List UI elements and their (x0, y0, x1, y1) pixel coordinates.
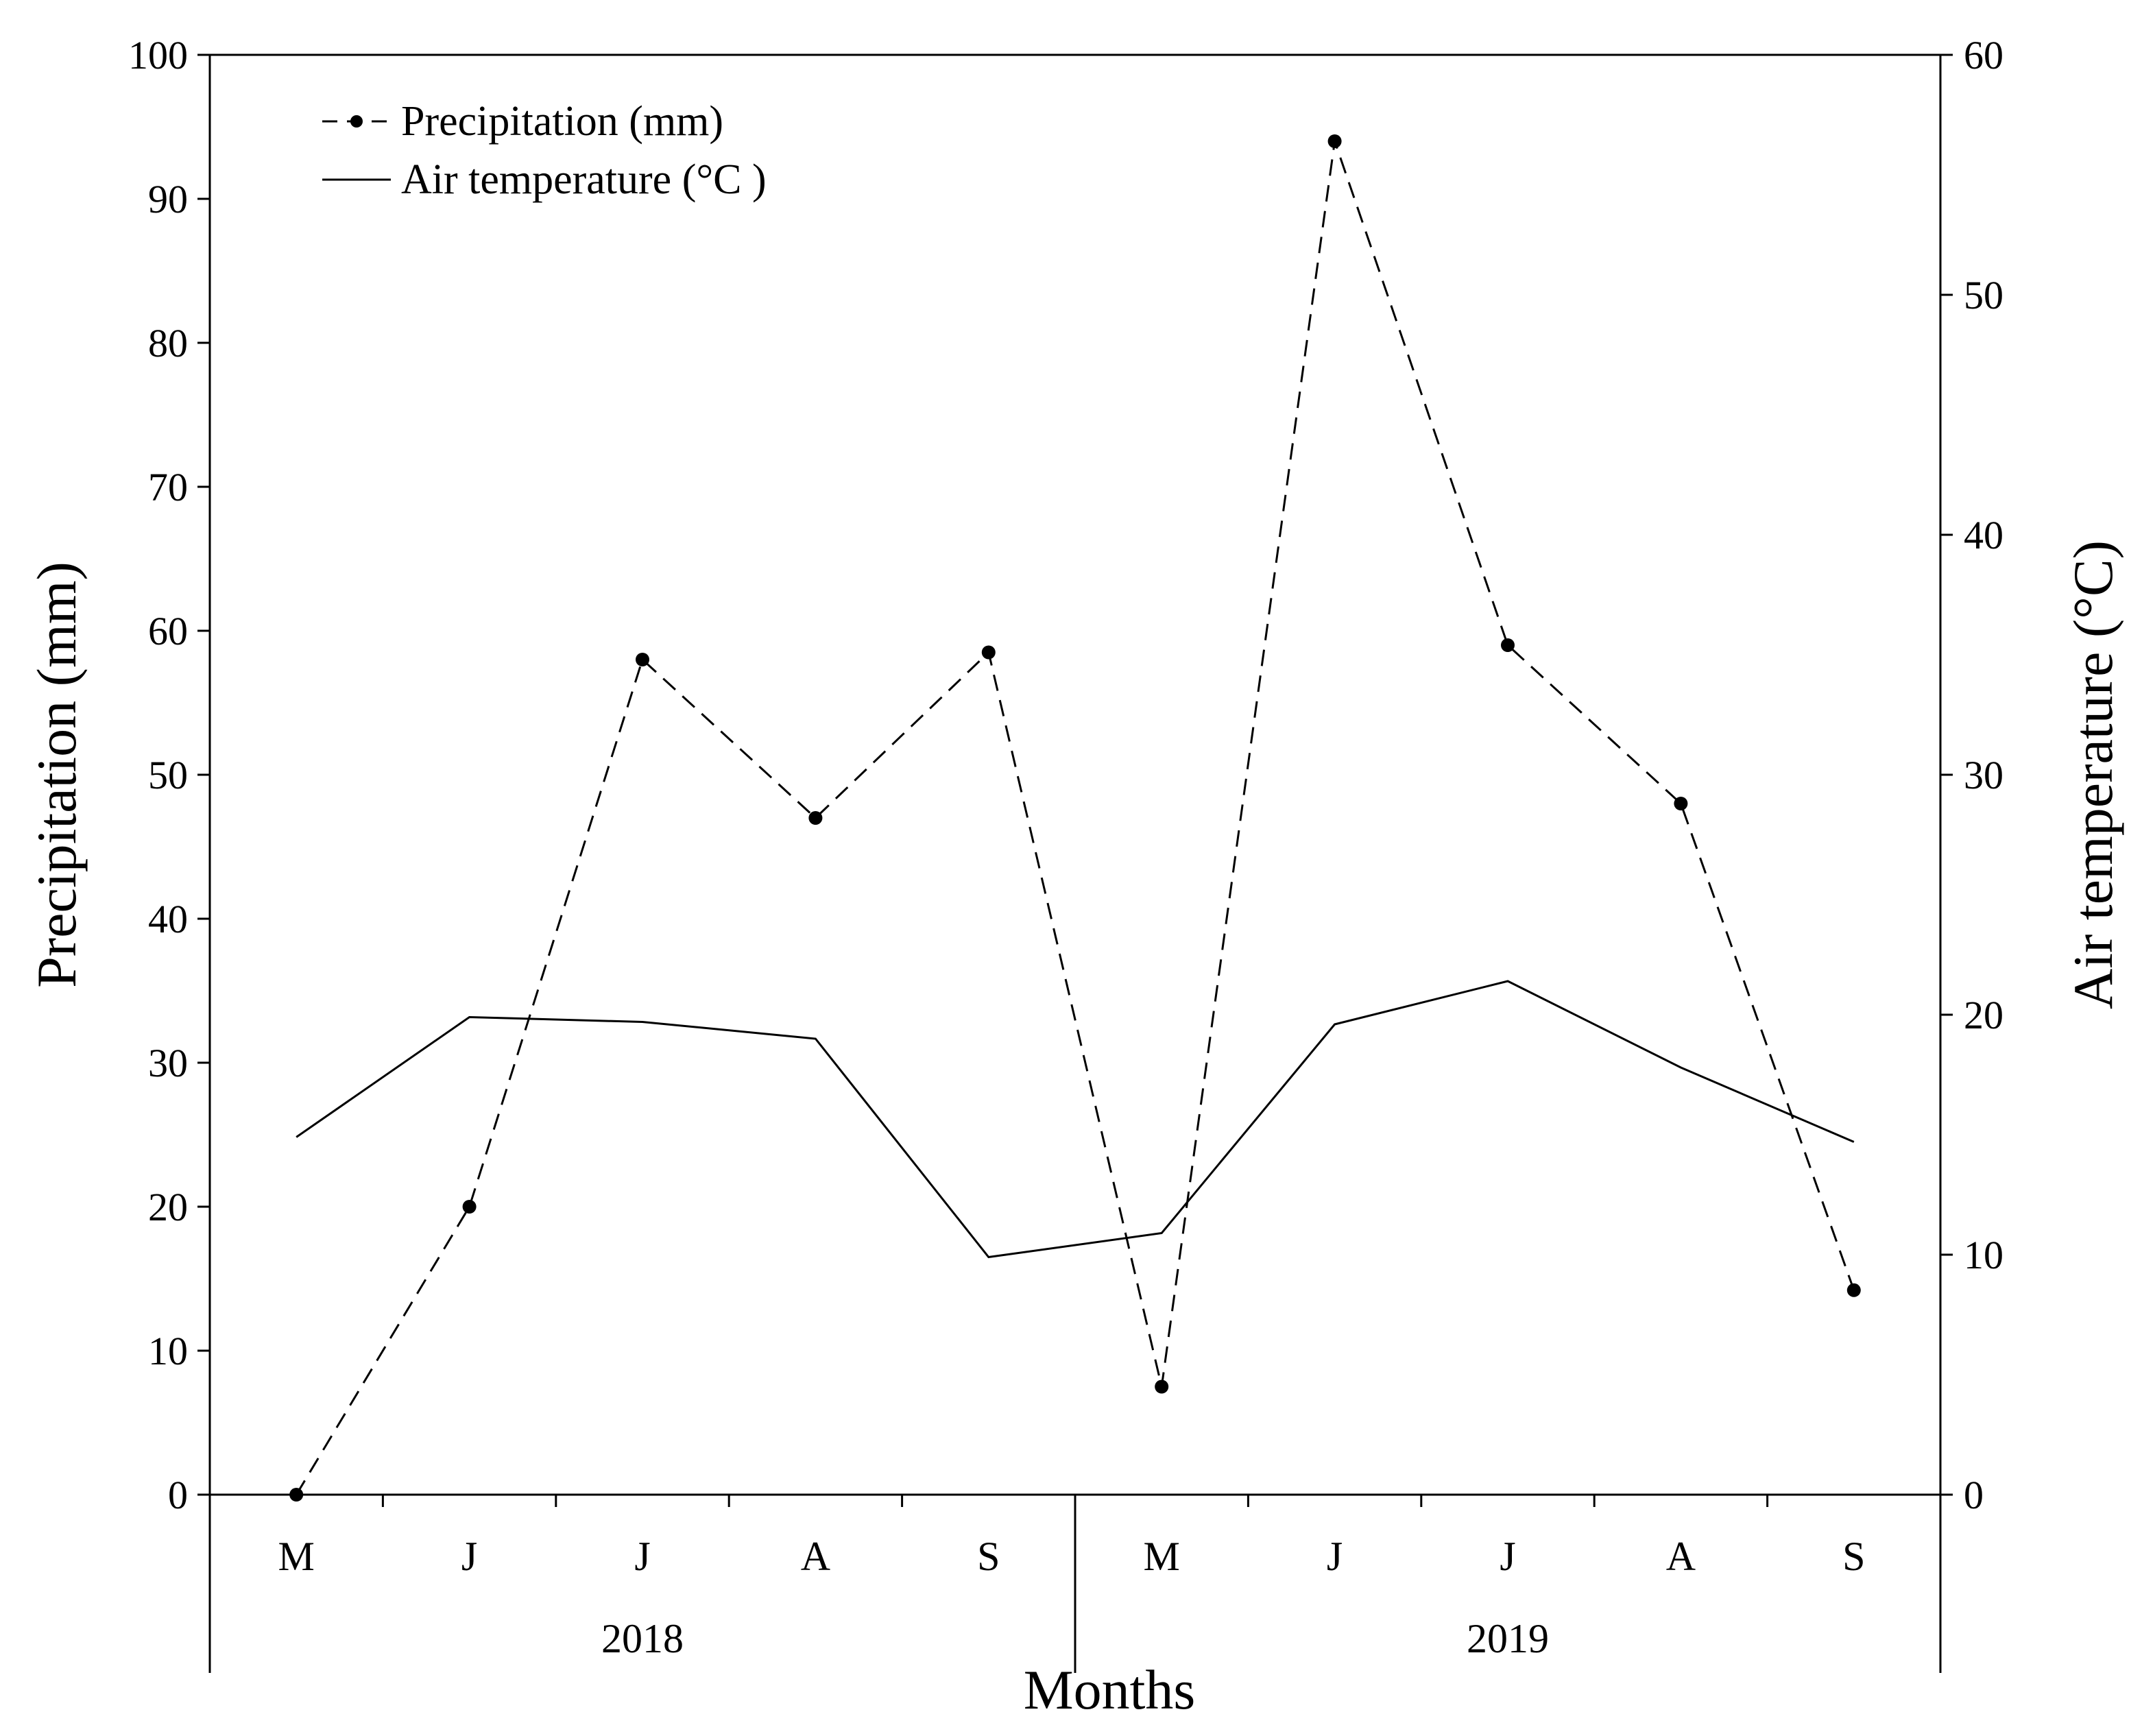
series-0-point-5 (1155, 1379, 1169, 1394)
year-label-0: 2018 (601, 1616, 684, 1661)
series-0-point-2 (636, 653, 649, 666)
x-tick-label-9: S (1842, 1534, 1865, 1579)
x-tick-label-6: J (1327, 1534, 1343, 1579)
x-tick-label-2: J (634, 1534, 650, 1579)
legend-temp-label: Air temperature (°C ) (401, 156, 767, 203)
y-tick-label-10: 100 (128, 33, 188, 77)
y2-tick-label-1: 10 (1964, 1233, 2003, 1277)
legend-precip-marker (350, 115, 363, 128)
series-0-point-7 (1501, 638, 1515, 652)
y2-tick-label-6: 60 (1964, 33, 2003, 77)
series-0-point-3 (808, 811, 823, 825)
y2-tick-label-3: 30 (1964, 753, 2003, 797)
legend-precip-label: Precipitation (mm) (401, 98, 723, 145)
series-0-point-0 (289, 1488, 304, 1502)
y-tick-label-3: 30 (148, 1041, 188, 1085)
y2-tick-label-4: 40 (1964, 513, 2003, 557)
x-tick-label-5: M (1144, 1534, 1180, 1579)
left-axis-ticks: 0 10 20 30 40 50 60 70 80 90 100 (128, 33, 210, 1517)
series-layer (289, 134, 1861, 1502)
series-line-0 (295, 141, 1855, 1495)
x-tick-label-0: M (278, 1534, 315, 1579)
y-tick-label-5: 50 (148, 753, 188, 797)
x-tick-label-7: J (1500, 1534, 1515, 1579)
y-axis-title: Precipitation (mm) (25, 562, 88, 988)
y2-tick-label-0: 0 (1964, 1473, 1984, 1517)
series-0-point-4 (981, 645, 996, 660)
series-0-point-8 (1674, 797, 1688, 810)
x-tick-label-3: A (801, 1534, 830, 1579)
x-tick-label-8: A (1666, 1534, 1696, 1579)
y-tick-label-4: 40 (148, 897, 188, 941)
y2-axis-title: Air temperature (°C) (2062, 540, 2124, 1009)
legend: Precipitation (mm) Air temperature (°C ) (322, 98, 767, 203)
x-tick-label-1: J (461, 1534, 477, 1579)
y-tick-label-8: 80 (148, 321, 188, 365)
y-tick-label-9: 90 (148, 177, 188, 221)
y-tick-label-2: 20 (148, 1185, 188, 1229)
y2-tick-label-2: 20 (1964, 993, 2003, 1037)
year-labels: 2018 2019 (601, 1616, 1549, 1661)
x-tick-label-4: S (977, 1534, 1000, 1579)
y-tick-label-6: 60 (148, 609, 188, 653)
series-0-point-6 (1327, 134, 1342, 148)
series-line-1 (296, 980, 1855, 1259)
series-0-point-9 (1846, 1283, 1861, 1297)
right-axis-ticks: 0 10 20 30 40 50 60 (1940, 33, 2003, 1517)
y-tick-label-7: 70 (148, 465, 188, 509)
y-tick-label-0: 0 (168, 1473, 188, 1517)
series-0-point-1 (462, 1200, 477, 1214)
year-label-1: 2019 (1467, 1616, 1549, 1661)
x-axis-title: Months (1024, 1659, 1196, 1721)
y2-tick-label-5: 50 (1964, 273, 2003, 317)
y-tick-label-1: 10 (148, 1329, 188, 1373)
